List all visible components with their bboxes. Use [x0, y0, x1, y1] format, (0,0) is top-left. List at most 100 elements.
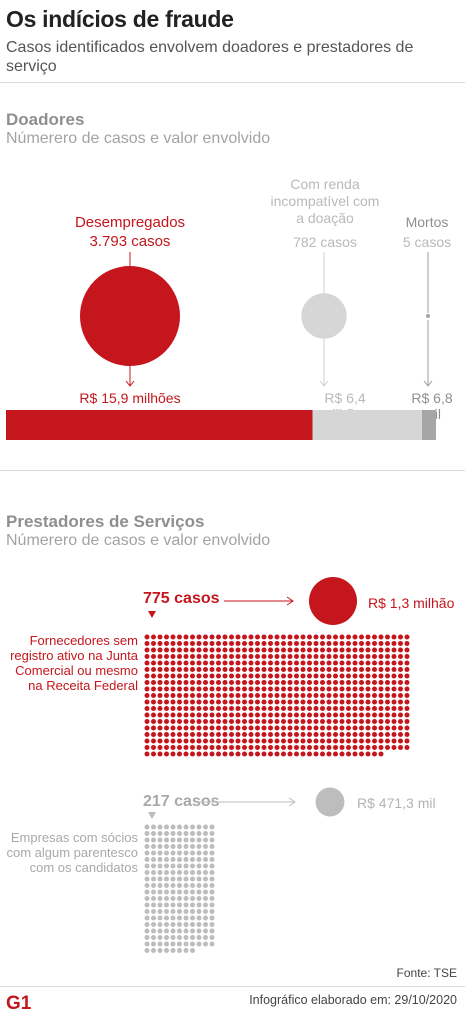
- fornecedores-dot: [359, 732, 364, 737]
- fornecedores-dot: [235, 693, 241, 698]
- fornecedores-dot: [151, 732, 156, 737]
- parentesco-dot: [209, 915, 215, 921]
- fornecedores-dot: [203, 634, 208, 640]
- fornecedores-dot: [157, 693, 163, 698]
- fornecedores-dot: [190, 680, 195, 685]
- page-subtitle: Casos identificados envolvem doadores e …: [6, 39, 414, 75]
- parentesco-dot: [157, 909, 163, 914]
- fornecedores-dot: [183, 738, 189, 744]
- parentesco-dot: [157, 928, 163, 934]
- fornecedores-dot: [307, 725, 312, 731]
- fornecedores-dot: [281, 647, 286, 653]
- fornecedores-dot: [177, 725, 182, 731]
- parentesco-dot: [157, 883, 163, 888]
- fornecedores-dot: [287, 660, 293, 666]
- parentesco-dot: [177, 889, 182, 895]
- parentesco-dot: [183, 896, 189, 901]
- fornecedores-dot: [274, 673, 280, 679]
- fornecedores-dot: [216, 745, 221, 750]
- cases-parentesco: 217 casos: [143, 793, 220, 810]
- fornecedores-dot: [352, 673, 358, 679]
- fornecedores-dot: [300, 725, 306, 731]
- fornecedores-dot: [216, 706, 221, 711]
- fornecedores-dot: [190, 699, 195, 705]
- parentesco-dot: [209, 902, 215, 908]
- parentesco-dot: [144, 909, 150, 914]
- fornecedores-dot: [313, 725, 319, 731]
- fornecedores-dot: [326, 738, 332, 744]
- fornecedores-dot: [183, 745, 189, 750]
- fornecedores-dot: [313, 745, 319, 750]
- fornecedores-dot: [242, 725, 247, 731]
- fornecedores-dot: [346, 693, 351, 698]
- fornecedores-dot: [196, 699, 202, 705]
- fornecedores-dot: [372, 641, 377, 646]
- fornecedores-dot: [235, 719, 241, 724]
- value-bubble-fornecedores: [309, 577, 357, 625]
- fornecedores-dot: [157, 699, 163, 705]
- fornecedores-dot: [209, 634, 215, 640]
- fornecedores-dot: [170, 738, 176, 744]
- value-desempregados: R$ 15,9 milhões: [79, 390, 181, 406]
- fornecedores-dot: [235, 706, 241, 711]
- fornecedores-dot: [190, 641, 195, 646]
- fornecedores-dot: [183, 654, 189, 659]
- fornecedores-dot: [333, 667, 338, 672]
- fornecedores-dot: [268, 673, 273, 679]
- parentesco-dot: [177, 870, 182, 875]
- fornecedores-dot: [352, 712, 358, 718]
- fornecedores-dot: [307, 660, 312, 666]
- parentesco-dot: [157, 948, 163, 953]
- fornecedores-dot: [339, 686, 345, 692]
- fornecedores-dot: [339, 641, 345, 646]
- fornecedores-dot: [274, 745, 280, 750]
- value-bubble-parentesco: [315, 787, 345, 817]
- parentesco-dot: [144, 857, 150, 862]
- fornecedores-dot: [222, 699, 228, 705]
- parentesco-dot: [203, 870, 208, 875]
- parentesco-dot: [144, 863, 150, 869]
- parentesco-dot: [203, 850, 208, 856]
- fornecedores-dot: [333, 654, 338, 659]
- fornecedores-dot: [164, 660, 169, 666]
- parentesco-dot: [209, 837, 215, 843]
- parentesco-dot: [164, 902, 169, 908]
- fornecedores-dot: [398, 680, 403, 685]
- fornecedores-dot: [216, 732, 221, 737]
- fornecedores-dot: [157, 647, 163, 653]
- fornecedores-dot: [242, 660, 247, 666]
- parentesco-dot: [164, 837, 169, 843]
- fornecedores-dot: [378, 647, 384, 653]
- fornecedores-dot: [359, 634, 364, 640]
- parentesco-dot: [151, 883, 156, 888]
- parentesco-dot: [183, 922, 189, 927]
- fornecedores-dot: [313, 680, 319, 685]
- parentesco-dot: [209, 857, 215, 862]
- parentesco-dot: [203, 915, 208, 921]
- fornecedores-dot: [391, 699, 397, 705]
- parentesco-dot: [144, 844, 150, 849]
- fornecedores-dot: [222, 641, 228, 646]
- fornecedores-dot: [300, 680, 306, 685]
- fornecedores-dot: [326, 699, 332, 705]
- fornecedores-dot: [216, 738, 221, 744]
- fornecedores-dot: [229, 745, 234, 750]
- fornecedores-dot: [294, 751, 299, 757]
- fornecedores-dot: [352, 706, 358, 711]
- fornecedores-dot: [339, 654, 345, 659]
- fornecedores-dot: [151, 641, 156, 646]
- fornecedores-dot: [170, 719, 176, 724]
- fornecedores-dot: [144, 634, 150, 640]
- fornecedores-dot: [365, 725, 371, 731]
- fornecedores-dot: [372, 725, 377, 731]
- value-fornecedores: R$ 1,3 milhão: [368, 595, 455, 611]
- fornecedores-dot: [170, 641, 176, 646]
- parentesco-dot: [151, 948, 156, 953]
- fornecedores-dot: [404, 634, 410, 640]
- fornecedores-dot: [372, 745, 377, 750]
- fornecedores-dot: [300, 667, 306, 672]
- parentesco-dot: [157, 889, 163, 895]
- parentesco-dot: [190, 863, 195, 869]
- fornecedores-dot: [385, 719, 390, 724]
- fornecedores-dot: [352, 693, 358, 698]
